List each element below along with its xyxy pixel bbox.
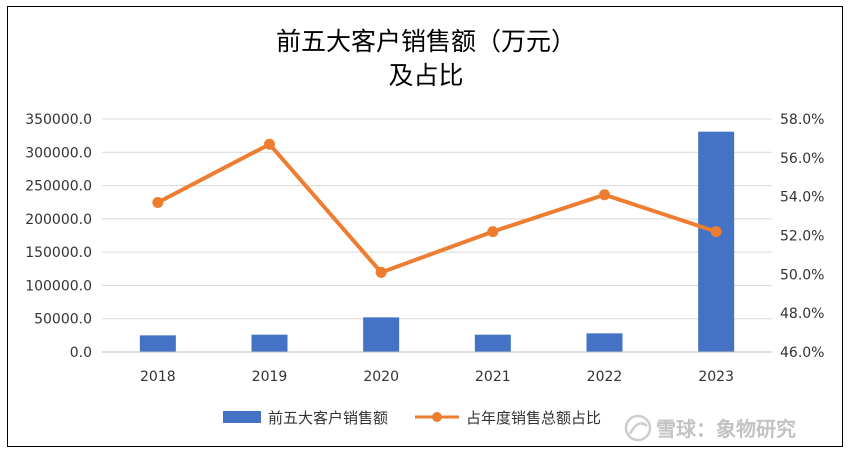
left-axis-tick-label: 100000.0 xyxy=(25,278,92,294)
line-point xyxy=(264,138,275,150)
right-axis-tick-label: 58.0% xyxy=(780,112,824,128)
left-axis-tick-label: 250000.0 xyxy=(25,179,92,195)
left-axis-tick-label: 200000.0 xyxy=(25,212,92,228)
x-axis-ticks: 2018 2019 2020 2021 2022 2023 xyxy=(140,369,734,385)
bar xyxy=(251,334,288,352)
bar xyxy=(139,335,176,352)
legend-bar-swatch xyxy=(223,411,261,423)
x-axis-tick-label: 2022 xyxy=(587,369,623,385)
right-axis-tick-label: 56.0% xyxy=(780,151,824,167)
chart-title-line1: 前五大客户销售额（万元） xyxy=(276,27,576,56)
bar xyxy=(586,333,623,352)
x-axis-tick-label: 2019 xyxy=(252,369,288,385)
line-point xyxy=(710,226,722,238)
left-axis-ticks: 0.0 50000.0 100000.0 150000.0 200000.0 250000… xyxy=(25,112,92,361)
right-axis-tick-label: 48.0% xyxy=(780,306,824,322)
x-axis-tick-label: 2020 xyxy=(363,369,399,385)
line-point xyxy=(487,226,499,238)
right-axis-tick-label: 54.0% xyxy=(780,190,824,206)
left-axis-tick-label: 350000.0 xyxy=(25,112,92,128)
bar-series xyxy=(139,131,735,352)
left-axis-tick-label: 150000.0 xyxy=(25,245,92,261)
right-axis-ticks: 46.0% 48.0% 50.0% 52.0% 54.0% 56.0% 58.0% xyxy=(780,112,824,361)
gridlines xyxy=(102,118,772,320)
line-point xyxy=(599,189,610,201)
watermark-text: 雪球：象物研究 xyxy=(656,417,796,441)
bar xyxy=(474,334,511,352)
x-axis-tick-label: 2021 xyxy=(475,369,511,385)
series-line xyxy=(156,142,717,275)
legend-bar-label: 前五大客户销售额 xyxy=(268,409,388,427)
right-axis-tick-label: 52.0% xyxy=(780,229,824,245)
left-axis-tick-label: 300000.0 xyxy=(25,145,92,161)
line-point xyxy=(375,266,387,278)
legend-line-label: 占年度销售总额占比 xyxy=(466,409,601,427)
x-axis-tick-label: 2023 xyxy=(698,369,734,385)
x-axis-tick-label: 2018 xyxy=(140,369,176,385)
right-axis-tick-label: 50.0% xyxy=(780,267,824,283)
left-axis-tick-label: 50000.0 xyxy=(34,312,92,328)
line-series xyxy=(152,138,722,278)
left-axis-tick-label: 0.0 xyxy=(70,345,92,361)
right-axis-tick-label: 46.0% xyxy=(780,345,824,361)
chart-title-line2: 及占比 xyxy=(388,61,463,90)
line-point xyxy=(152,196,164,208)
snowball-logo-icon xyxy=(624,414,652,442)
bar xyxy=(698,131,735,352)
legend: 前五大客户销售额 占年度销售总额占比 xyxy=(223,409,601,427)
bar xyxy=(363,317,400,352)
legend-line-marker xyxy=(432,412,442,422)
watermark: 雪球：象物研究 xyxy=(624,414,796,442)
